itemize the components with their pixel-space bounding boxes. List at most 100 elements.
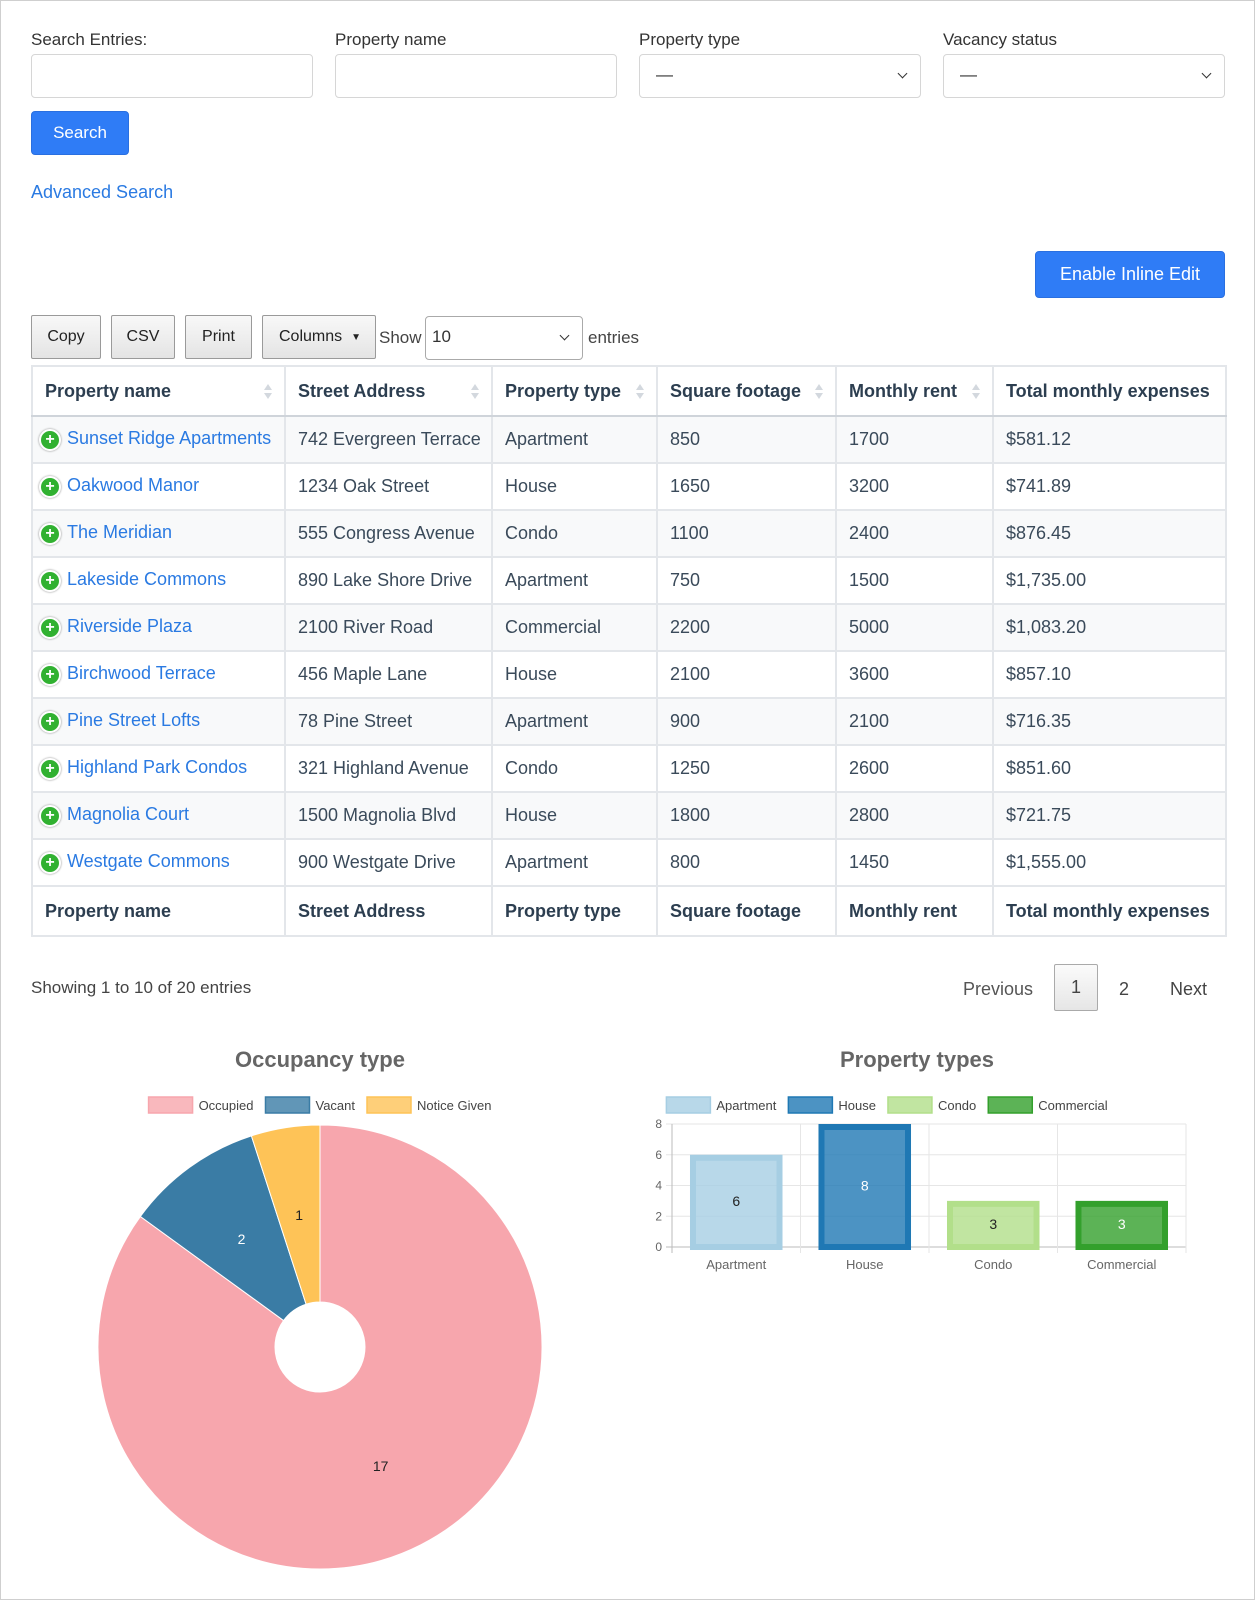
table-body: + Sunset Ridge Apartments 742 Evergreen Te… bbox=[31, 415, 1227, 887]
table-cell: 900 bbox=[656, 697, 837, 746]
expand-icon[interactable]: + bbox=[39, 569, 61, 592]
y-tick-label: 4 bbox=[655, 1179, 662, 1193]
legend-swatch bbox=[987, 1096, 1034, 1114]
property-link[interactable]: Sunset Ridge Apartments bbox=[67, 428, 272, 449]
table-cell: 900 Westgate Drive bbox=[284, 838, 493, 887]
table-cell: 2800 bbox=[835, 791, 994, 840]
columns-label: Columns bbox=[279, 328, 343, 345]
bar-label: 6 bbox=[732, 1193, 740, 1209]
cell-text: $1,555.00 bbox=[1006, 852, 1087, 872]
footer-text: Property name bbox=[45, 900, 172, 921]
property-link[interactable]: Oakwood Manor bbox=[67, 475, 200, 496]
footer-text: Street Address bbox=[298, 900, 426, 921]
cell-text: 800 bbox=[670, 852, 701, 872]
column-header[interactable]: Street Address bbox=[284, 365, 493, 417]
table-cell: 1500 Magnolia Blvd bbox=[284, 791, 493, 840]
advanced-search-link[interactable]: Advanced Search bbox=[31, 182, 174, 202]
expand-icon[interactable]: + bbox=[39, 757, 61, 780]
cell-text: 78 Pine Street bbox=[298, 711, 413, 731]
column-header[interactable]: Property name bbox=[31, 365, 286, 417]
cell-text: 1700 bbox=[849, 429, 890, 449]
page-button[interactable]: 1 bbox=[1054, 964, 1098, 1011]
inline-edit-button[interactable]: Enable Inline Edit bbox=[1035, 251, 1225, 298]
x-tick-label: Condo bbox=[974, 1257, 1012, 1272]
column-header[interactable]: Square footage bbox=[656, 365, 837, 417]
expand-icon[interactable]: + bbox=[39, 616, 61, 639]
table-cell: + Sunset Ridge Apartments bbox=[31, 415, 286, 464]
property-link[interactable]: Lakeside Commons bbox=[67, 569, 227, 590]
cell-text: 3200 bbox=[849, 476, 890, 496]
previous-button[interactable]: Previous bbox=[963, 979, 1034, 999]
expand-icon[interactable]: + bbox=[39, 522, 61, 545]
page-button[interactable]: 2 bbox=[1119, 979, 1130, 999]
field-label: Vacancy status bbox=[943, 30, 1058, 49]
cell-text: House bbox=[505, 476, 558, 496]
table-cell: Apartment bbox=[491, 556, 658, 605]
page-length-select[interactable]: 10 bbox=[425, 316, 583, 360]
y-tick-label: 8 bbox=[655, 1117, 662, 1131]
cell-text: $857.10 bbox=[1006, 664, 1072, 684]
column-footer: Monthly rent bbox=[835, 885, 994, 937]
header-text: Property type bbox=[505, 380, 622, 401]
table-cell: Condo bbox=[491, 509, 658, 558]
property-link[interactable]: Magnolia Court bbox=[67, 804, 190, 825]
copy-button[interactable]: Copy bbox=[31, 315, 101, 359]
search-button[interactable]: Search bbox=[31, 111, 129, 155]
cell-text: 2400 bbox=[849, 523, 890, 543]
table-cell: $876.45 bbox=[992, 509, 1227, 558]
cell-text: 2200 bbox=[670, 617, 711, 637]
select[interactable]: — bbox=[943, 54, 1225, 98]
cell-text: $1,735.00 bbox=[1006, 570, 1087, 590]
sort-icon bbox=[471, 384, 479, 390]
cell-text: $851.60 bbox=[1006, 758, 1072, 778]
expand-icon[interactable]: + bbox=[39, 804, 61, 827]
property-link[interactable]: Westgate Commons bbox=[67, 851, 230, 872]
table-cell: + Highland Park Condos bbox=[31, 744, 286, 793]
header-text: Street Address bbox=[298, 380, 426, 401]
property-link[interactable]: Highland Park Condos bbox=[67, 757, 248, 778]
table-row: + Riverside Plaza 2100 River Road Commercia… bbox=[31, 603, 1227, 652]
select[interactable]: — bbox=[639, 54, 921, 98]
cell-text: Condo bbox=[505, 758, 559, 778]
table-cell: 1100 bbox=[656, 509, 837, 558]
bar bbox=[818, 1124, 912, 1250]
table-cell: 2100 bbox=[656, 650, 837, 699]
table-cell: 1650 bbox=[656, 462, 837, 511]
table-cell: 850 bbox=[656, 415, 837, 464]
column-header[interactable]: Monthly rent bbox=[835, 365, 994, 417]
columns-button[interactable]: Columns ▼ bbox=[262, 315, 376, 359]
table-cell: + Westgate Commons bbox=[31, 838, 286, 887]
cell-text: 900 Westgate Drive bbox=[298, 852, 456, 872]
csv-button[interactable]: CSV bbox=[111, 315, 175, 359]
print-button[interactable]: Print bbox=[185, 315, 252, 359]
property-link[interactable]: Pine Street Lofts bbox=[67, 710, 201, 731]
property-link[interactable]: Riverside Plaza bbox=[67, 616, 193, 637]
expand-icon[interactable]: + bbox=[39, 663, 61, 686]
bar bbox=[946, 1200, 1040, 1250]
table-cell: Commercial bbox=[491, 603, 658, 652]
expand-icon[interactable]: + bbox=[39, 428, 61, 451]
cell-text: Apartment bbox=[505, 852, 589, 872]
table-cell: + Magnolia Court bbox=[31, 791, 286, 840]
cell-text: 1100 bbox=[670, 523, 709, 543]
expand-icon[interactable]: + bbox=[39, 710, 61, 733]
text-input[interactable] bbox=[335, 54, 617, 98]
footer-text: Property type bbox=[505, 900, 622, 921]
bar-label: 3 bbox=[989, 1216, 997, 1232]
cell-text: 2100 River Road bbox=[298, 617, 434, 637]
column-header[interactable]: Property type bbox=[491, 365, 658, 417]
table-cell: 890 Lake Shore Drive bbox=[284, 556, 493, 605]
property-link[interactable]: Birchwood Terrace bbox=[67, 663, 216, 684]
property-link[interactable]: The Meridian bbox=[67, 522, 173, 543]
y-tick-label: 2 bbox=[655, 1209, 662, 1223]
next-button[interactable]: Next bbox=[1170, 979, 1208, 999]
expand-icon[interactable]: + bbox=[39, 475, 61, 498]
pie-slice bbox=[139, 1135, 307, 1322]
chart-title: Occupancy type bbox=[235, 1047, 405, 1072]
expand-icon[interactable]: + bbox=[39, 851, 61, 874]
text-input[interactable] bbox=[31, 54, 313, 98]
table-cell: $1,555.00 bbox=[992, 838, 1227, 887]
table-cell: House bbox=[491, 462, 658, 511]
